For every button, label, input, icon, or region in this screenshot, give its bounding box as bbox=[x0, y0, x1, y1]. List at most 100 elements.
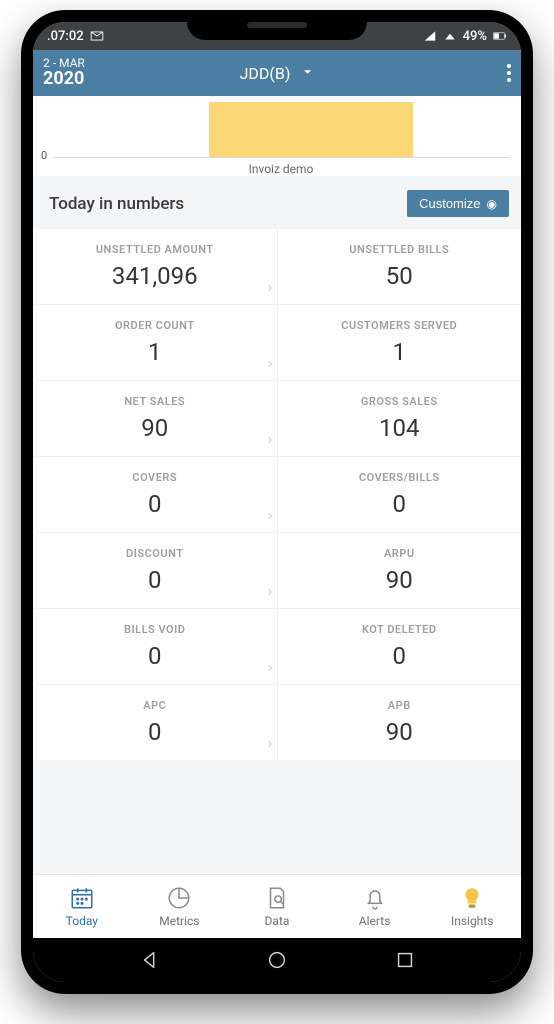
metric-label: GROSS SALES bbox=[284, 395, 516, 408]
metric-value: 1 bbox=[284, 338, 516, 366]
tab-today[interactable]: Today bbox=[33, 875, 131, 938]
metric-label: UNSETTLED BILLS bbox=[284, 243, 516, 256]
chevron-right-icon: › bbox=[268, 505, 273, 524]
back-button[interactable] bbox=[139, 949, 161, 971]
recent-button[interactable] bbox=[394, 949, 416, 971]
metric-value: 0 bbox=[39, 642, 271, 670]
metric-value: 1 bbox=[39, 338, 271, 366]
metric-value: 341,096 bbox=[39, 262, 271, 290]
metric-cell[interactable]: GROSS SALES104 bbox=[277, 381, 522, 456]
metric-label: APC bbox=[39, 699, 271, 712]
document-search-icon bbox=[264, 885, 290, 911]
chart-x-label: Invoiz demo bbox=[53, 162, 509, 176]
metric-cell[interactable]: APC 0› bbox=[33, 685, 277, 760]
metric-value: 0 bbox=[39, 566, 271, 594]
metric-label: DISCOUNT bbox=[39, 547, 271, 560]
chevron-right-icon: › bbox=[268, 581, 273, 600]
chart-axis bbox=[53, 157, 509, 158]
customize-button[interactable]: Customize ◉ bbox=[407, 190, 509, 217]
tab-bar: Today Metrics Data Alerts Insights bbox=[33, 874, 521, 938]
chart-zero-label: 0 bbox=[41, 149, 47, 162]
chevron-right-icon: › bbox=[268, 657, 273, 676]
metric-cell[interactable]: BILLS VOID 0› bbox=[33, 609, 277, 684]
chart-area: 0 Invoiz demo bbox=[33, 96, 521, 176]
overflow-menu-button[interactable] bbox=[507, 64, 511, 82]
metric-row: BILLS VOID0›KOT DELETED0 bbox=[33, 608, 521, 684]
system-nav-bar bbox=[33, 938, 521, 982]
chevron-right-icon: › bbox=[268, 429, 273, 448]
chevron-right-icon: › bbox=[268, 733, 273, 752]
screen: .07:02 49% 2 - MAR 2020 JDD(B) bbox=[33, 22, 521, 982]
date-selector[interactable]: 2 - MAR 2020 bbox=[43, 57, 85, 88]
battery-text: 49% bbox=[463, 29, 487, 44]
metric-cell[interactable]: ARPU 90 bbox=[277, 533, 522, 608]
metric-value: 0 bbox=[39, 718, 271, 746]
app-bar: 2 - MAR 2020 JDD(B) bbox=[33, 50, 521, 96]
metric-label: CUSTOMERS SERVED bbox=[284, 319, 516, 332]
metric-cell[interactable]: CUSTOMERS SERVED 1 bbox=[277, 305, 522, 380]
status-time: .07:02 bbox=[47, 29, 84, 44]
metric-row: APC 0› APB 90 bbox=[33, 684, 521, 760]
metric-cell[interactable]: COVERS 0› bbox=[33, 457, 277, 532]
bell-icon bbox=[362, 885, 388, 911]
metric-row: NET SALES 90›GROSS SALES104 bbox=[33, 380, 521, 456]
store-selector[interactable]: JDD(B) bbox=[240, 64, 315, 83]
calendar-icon bbox=[69, 885, 95, 911]
metric-label: COVERS bbox=[39, 471, 271, 484]
device-frame: .07:02 49% 2 - MAR 2020 JDD(B) bbox=[21, 10, 533, 994]
metric-cell[interactable]: UNSETTLED BILLS50 bbox=[277, 229, 522, 304]
tab-label: Alerts bbox=[359, 914, 391, 928]
metric-label: UNSETTLED AMOUNT bbox=[39, 243, 271, 256]
tab-insights[interactable]: Insights bbox=[423, 875, 521, 938]
metric-cell[interactable]: NET SALES 90› bbox=[33, 381, 277, 456]
metric-row: UNSETTLED AMOUNT 341,096›UNSETTLED BILLS5… bbox=[33, 229, 521, 304]
metric-value: 0 bbox=[284, 490, 516, 518]
metric-label: KOT DELETED bbox=[284, 623, 516, 636]
metric-cell[interactable]: DISCOUNT 0› bbox=[33, 533, 277, 608]
tab-data[interactable]: Data bbox=[228, 875, 326, 938]
metric-label: NET SALES bbox=[39, 395, 271, 408]
section-title: Today in numbers bbox=[49, 194, 184, 214]
tab-label: Metrics bbox=[159, 914, 199, 928]
metric-cell[interactable]: UNSETTLED AMOUNT 341,096› bbox=[33, 229, 277, 304]
metric-value: 90 bbox=[39, 414, 271, 442]
metric-label: COVERS/BILLS bbox=[284, 471, 516, 484]
section-header: Today in numbers Customize ◉ bbox=[33, 176, 521, 229]
tab-metrics[interactable]: Metrics bbox=[131, 875, 229, 938]
wifi-icon bbox=[443, 29, 457, 43]
signal-icon bbox=[423, 29, 437, 43]
metric-row: COVERS0›COVERS/BILLS0 bbox=[33, 456, 521, 532]
metrics-grid: UNSETTLED AMOUNT341,096›UNSETTLED BILLS5… bbox=[33, 229, 521, 874]
notch bbox=[187, 10, 367, 40]
metric-value: 90 bbox=[284, 566, 516, 594]
tab-label: Insights bbox=[451, 914, 493, 928]
battery-icon bbox=[493, 29, 507, 43]
date-year: 2020 bbox=[43, 70, 85, 89]
bulb-icon bbox=[459, 885, 485, 911]
metric-value: 0 bbox=[39, 490, 271, 518]
chevron-down-icon bbox=[300, 64, 314, 83]
metric-row: ORDER COUNT1›CUSTOMERS SERVED1 bbox=[33, 304, 521, 380]
metric-label: APB bbox=[284, 699, 516, 712]
metric-value: 0 bbox=[284, 642, 516, 670]
chart-bar bbox=[209, 102, 413, 158]
home-button[interactable] bbox=[266, 949, 288, 971]
metric-label: BILLS VOID bbox=[39, 623, 271, 636]
tab-label: Data bbox=[265, 914, 290, 928]
tab-alerts[interactable]: Alerts bbox=[326, 875, 424, 938]
metric-row: DISCOUNT 0› ARPU 90 bbox=[33, 532, 521, 608]
metric-label: ORDER COUNT bbox=[39, 319, 271, 332]
metric-cell[interactable]: APB 90 bbox=[277, 685, 522, 760]
metric-cell[interactable]: COVERS/BILLS 0 bbox=[277, 457, 522, 532]
metric-value: 90 bbox=[284, 718, 516, 746]
customize-label: Customize bbox=[419, 196, 480, 211]
chevron-right-icon: › bbox=[268, 353, 273, 372]
metric-cell[interactable]: ORDER COUNT 1› bbox=[33, 305, 277, 380]
chevron-right-icon: › bbox=[268, 277, 273, 296]
mail-icon bbox=[90, 29, 104, 43]
metric-cell[interactable]: KOT DELETED 0 bbox=[277, 609, 522, 684]
tab-label: Today bbox=[66, 914, 98, 928]
store-title: JDD(B) bbox=[240, 64, 291, 83]
metric-label: ARPU bbox=[284, 547, 516, 560]
gear-icon: ◉ bbox=[487, 197, 497, 211]
